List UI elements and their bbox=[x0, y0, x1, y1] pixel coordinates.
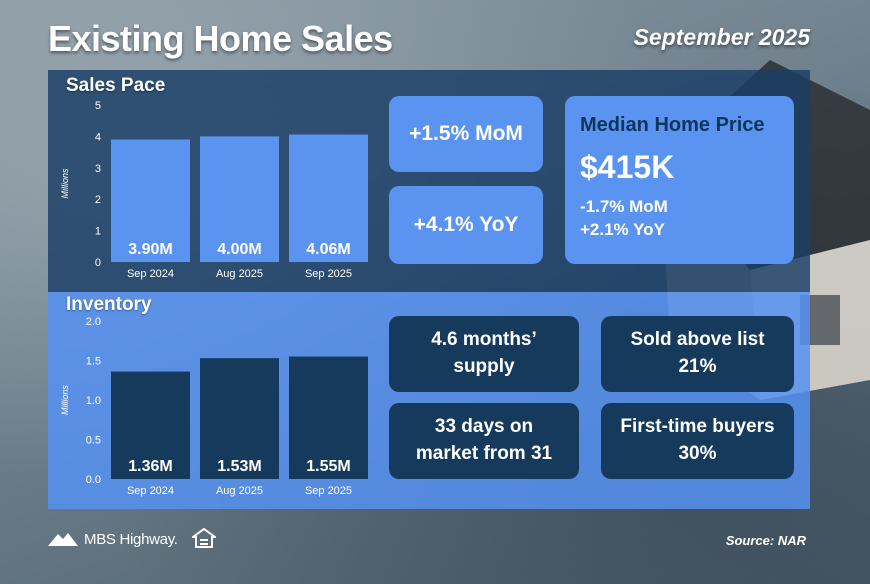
months-supply-line1: 4.6 months’ bbox=[431, 329, 537, 351]
brand-name: MBS Highway. bbox=[84, 530, 178, 548]
sales-pace-title: Sales Pace bbox=[66, 75, 166, 96]
sales-bar bbox=[289, 134, 368, 262]
inventory-category-label: Sep 2024 bbox=[127, 485, 174, 497]
sold-above-list-line1: Sold above list bbox=[630, 329, 765, 351]
inventory-ytick: 2.0 bbox=[86, 316, 101, 328]
days-on-market-line1: 33 days on bbox=[434, 416, 534, 438]
sales-ylabel: Millions bbox=[60, 168, 70, 199]
first-time-buyers-line2: 30% bbox=[678, 443, 717, 464]
sales-ytick: 0 bbox=[95, 257, 101, 269]
median-price-yoy: +2.1% YoY bbox=[580, 219, 665, 239]
inventory-ytick: 0.0 bbox=[86, 474, 101, 486]
inventory-ylabel: Millions bbox=[60, 385, 70, 416]
first-time-buyers-line1: First-time buyers bbox=[620, 416, 775, 438]
sales-yoy-value: +4.1% YoY bbox=[413, 213, 519, 236]
sold-above-list-line2: 21% bbox=[678, 356, 717, 377]
sales-ytick: 1 bbox=[95, 226, 101, 238]
sales-pace-chart: 0 1 2 3 4 5 Millions 3.90M Sep 2024 4.00M Aug 2025… bbox=[60, 100, 368, 280]
median-price-value: $415K bbox=[580, 149, 675, 185]
sales-bar-label: 4.06M bbox=[306, 241, 350, 258]
inventory-bar-label: 1.53M bbox=[217, 458, 261, 475]
sales-mom-card: +1.5% MoM bbox=[389, 96, 543, 172]
sales-bar-label: 3.90M bbox=[128, 241, 172, 258]
sales-ytick: 2 bbox=[95, 194, 101, 206]
median-price-title: Median Home Price bbox=[580, 114, 765, 136]
sales-mom-value: +1.5% MoM bbox=[409, 122, 523, 145]
inventory-bar-label: 1.55M bbox=[306, 458, 350, 475]
inventory-bar-label: 1.36M bbox=[128, 458, 172, 475]
inventory-ytick: 1.0 bbox=[86, 395, 101, 407]
inventory-ytick: 1.5 bbox=[86, 356, 101, 368]
sales-bar-label: 4.00M bbox=[217, 241, 261, 258]
sales-yoy-card: +4.1% YoY bbox=[389, 186, 543, 264]
inventory-bar bbox=[289, 356, 368, 479]
sales-bar bbox=[111, 139, 190, 262]
days-on-market-line2: market from 31 bbox=[415, 443, 553, 464]
mountain-logo-icon bbox=[48, 533, 78, 546]
sales-category-label: Aug 2025 bbox=[216, 268, 263, 280]
sales-category-label: Sep 2025 bbox=[305, 268, 352, 280]
months-supply-card: 4.6 months’ supply bbox=[389, 316, 579, 392]
months-supply-line2: supply bbox=[453, 356, 515, 377]
sales-ytick: 3 bbox=[95, 163, 101, 175]
sold-above-list-card: Sold above list 21% bbox=[601, 316, 794, 392]
first-time-buyers-card: First-time buyers 30% bbox=[601, 403, 794, 479]
sales-ytick: 4 bbox=[95, 131, 101, 143]
equal-housing-icon bbox=[191, 528, 216, 548]
mbs-highway-logo: MBS Highway. bbox=[48, 528, 216, 550]
inventory-ytick: 0.5 bbox=[86, 435, 101, 447]
sales-bar bbox=[200, 136, 279, 262]
inventory-category-label: Sep 2025 bbox=[305, 485, 352, 497]
inventory-title: Inventory bbox=[66, 294, 152, 315]
report-date: September 2025 bbox=[633, 24, 810, 50]
median-price-card: Median Home Price $415K -1.7% MoM +2.1% … bbox=[565, 96, 794, 264]
sales-category-label: Sep 2024 bbox=[127, 268, 174, 280]
sales-ytick: 5 bbox=[95, 100, 101, 112]
inventory-chart: 0.0 0.5 1.0 1.5 2.0 Millions 1.36M Sep 2024 1.53… bbox=[60, 316, 368, 497]
inventory-bar bbox=[200, 358, 279, 479]
page-title: Existing Home Sales bbox=[48, 18, 393, 59]
inventory-bar bbox=[111, 371, 190, 479]
days-on-market-card: 33 days on market from 31 bbox=[389, 403, 579, 479]
median-price-mom: -1.7% MoM bbox=[580, 197, 668, 216]
inventory-category-label: Aug 2025 bbox=[216, 485, 263, 497]
source-note: Source: NAR bbox=[725, 533, 806, 548]
